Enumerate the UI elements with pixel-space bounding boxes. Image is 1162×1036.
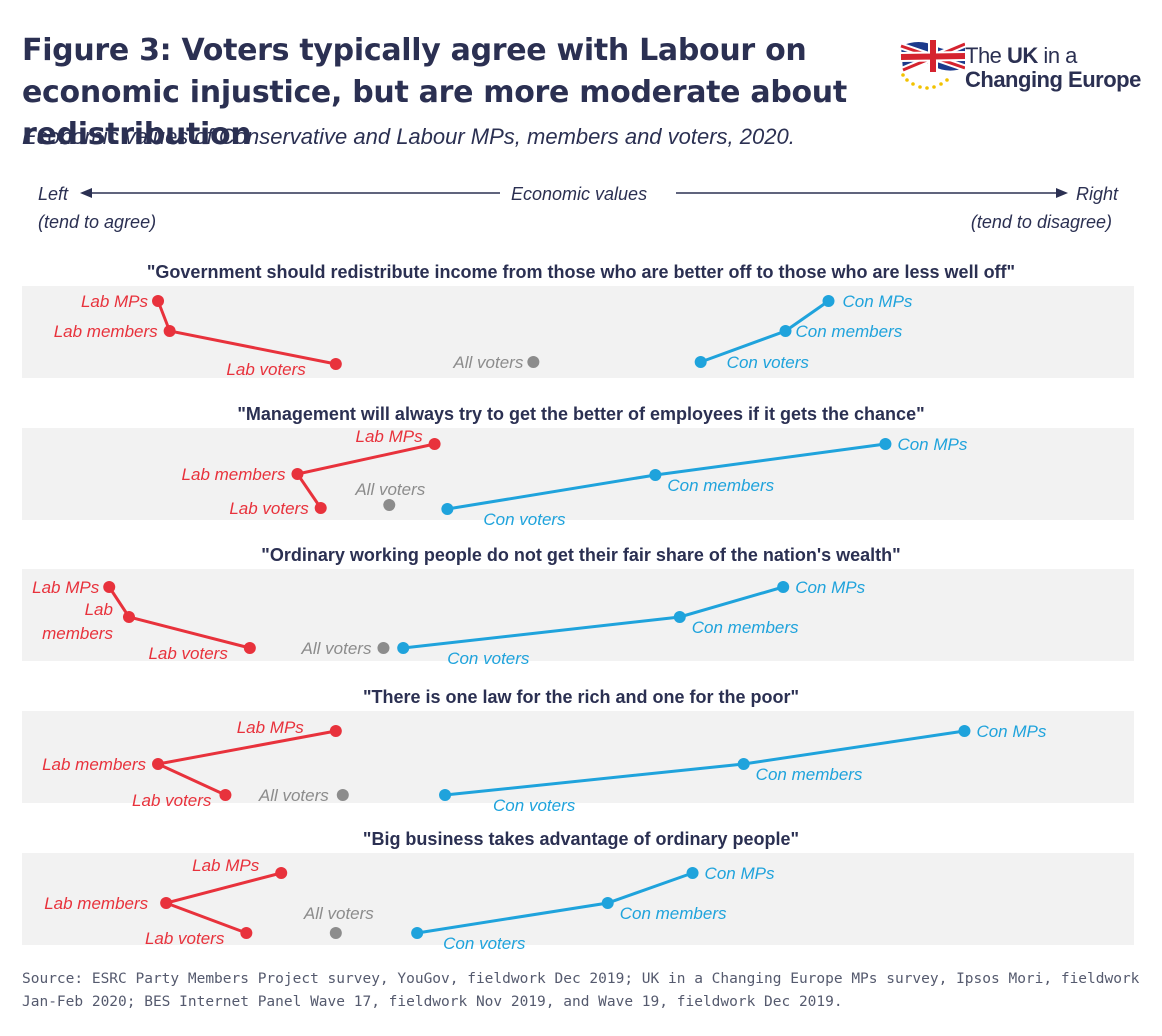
- con-voters-point-4: [439, 789, 452, 801]
- con-voters-point-3: [397, 642, 410, 654]
- con-members-point-3: [673, 611, 686, 623]
- all-voters-label-3: All voters: [301, 639, 372, 658]
- con-mps-point-1: [822, 295, 835, 307]
- lab-mps-point-2: [428, 438, 441, 450]
- lab-voters-label-1: Lab voters: [226, 360, 306, 379]
- logo-wordmark: The UK in a Changing Europe: [965, 43, 1141, 92]
- all-voters-label-4: All voters: [258, 786, 329, 805]
- source-note: Source: ESRC Party Members Project surve…: [22, 971, 1140, 1010]
- lab-mps-point-1: [152, 295, 165, 307]
- con-members-label-5: Con members: [620, 904, 727, 923]
- lab-voters-point-4: [219, 789, 232, 801]
- lab-mps-point-3: [103, 581, 116, 593]
- lab-mps-point-5: [275, 867, 288, 879]
- con-members-point-2: [649, 469, 662, 481]
- con-members-point-5: [601, 897, 614, 909]
- axis-arrow-right: [1056, 188, 1068, 198]
- con-mps-label-1: Con MPs: [843, 292, 913, 311]
- lab-voters-label-5: Lab voters: [145, 929, 225, 948]
- con-voters-label-2: Con voters: [483, 510, 566, 529]
- all-voters-label-2: All voters: [354, 480, 425, 499]
- con-voters-point-2: [441, 503, 454, 515]
- lab-voters-point-1: [329, 358, 342, 370]
- all-voters-point-4: [336, 789, 349, 801]
- lab-members-point-3: [122, 611, 135, 623]
- lab-members-label-3: Lab: [85, 600, 113, 619]
- panel-statement-5: "Big business takes advantage of ordinar…: [363, 829, 799, 849]
- con-members-label-2: Con members: [667, 476, 774, 495]
- lab-mps-label-3: Lab MPs: [32, 578, 100, 597]
- axis-right-sublabel: (tend to disagree): [970, 212, 1112, 232]
- con-mps-label-4: Con MPs: [976, 722, 1046, 741]
- con-members-label-4: Con members: [756, 765, 863, 784]
- lab-mps-label-1: Lab MPs: [81, 292, 149, 311]
- con-voters-label-5: Con voters: [443, 934, 526, 953]
- lab-mps-point-4: [329, 725, 342, 737]
- all-voters-label-5: All voters: [303, 904, 374, 923]
- con-mps-point-4: [958, 725, 971, 737]
- lab-members-point-4: [152, 758, 165, 770]
- all-voters-point-5: [329, 927, 342, 939]
- lab-voters-point-3: [243, 642, 256, 654]
- panel-statement-3: "Ordinary working people do not get thei…: [261, 545, 900, 565]
- con-mps-label-5: Con MPs: [705, 864, 775, 883]
- page-title: Figure 3: Voters typically agree with La…: [22, 33, 847, 152]
- all-voters-label-1: All voters: [452, 353, 523, 372]
- axis-header: Left (tend to agree) Economic values Rig…: [0, 176, 1162, 236]
- lab-members-label-line2-3: members: [42, 624, 113, 643]
- union-flag-icon: [899, 40, 965, 90]
- panel-statement-1: "Government should redistribute income f…: [147, 262, 1015, 282]
- lab-mps-label-4: Lab MPs: [237, 718, 305, 737]
- lab-voters-label-2: Lab voters: [229, 499, 309, 518]
- lab-mps-label-2: Lab MPs: [355, 427, 423, 446]
- lab-members-label-2: Lab members: [182, 465, 286, 484]
- axis-center-label: Economic values: [511, 184, 648, 204]
- axis-arrow-left: [80, 188, 92, 198]
- con-mps-label-2: Con MPs: [897, 435, 967, 454]
- all-voters-point-2: [383, 499, 396, 511]
- con-members-label-3: Con members: [692, 618, 799, 637]
- lab-members-label-1: Lab members: [54, 322, 158, 341]
- con-voters-point-5: [411, 927, 424, 939]
- con-voters-label-1: Con voters: [727, 353, 810, 372]
- panel-band-3: [22, 569, 1134, 661]
- lab-members-point-5: [160, 897, 173, 909]
- con-mps-label-3: Con MPs: [795, 578, 865, 597]
- lab-voters-point-2: [314, 502, 327, 514]
- lab-members-point-1: [163, 325, 176, 337]
- con-voters-point-1: [694, 356, 707, 368]
- chart-subtitle: Economic values of Conservative and Labo…: [22, 124, 795, 149]
- panel-band-2: [22, 428, 1134, 520]
- con-members-point-4: [737, 758, 750, 770]
- lab-members-label-5: Lab members: [44, 894, 148, 913]
- ukice-logo: The UK in a Changing Europe: [895, 32, 1145, 102]
- con-mps-point-2: [879, 438, 892, 450]
- panel-band-5: [22, 853, 1134, 945]
- con-mps-point-3: [777, 581, 790, 593]
- panel-band-1: [22, 286, 1134, 378]
- axis-left-label: Left: [38, 184, 69, 204]
- lab-voters-point-5: [240, 927, 253, 939]
- axis-right-label: Right: [1075, 184, 1118, 204]
- all-voters-point-1: [527, 356, 540, 368]
- axis-left-sublabel: (tend to agree): [38, 212, 157, 232]
- all-voters-point-3: [377, 642, 390, 654]
- panel-statement-4: "There is one law for the rich and one f…: [363, 687, 799, 707]
- con-voters-label-4: Con voters: [493, 796, 576, 815]
- con-voters-label-3: Con voters: [447, 649, 530, 668]
- lab-mps-label-5: Lab MPs: [192, 856, 260, 875]
- con-members-point-1: [779, 325, 792, 337]
- lab-voters-label-4: Lab voters: [132, 791, 212, 810]
- con-members-label-1: Con members: [796, 322, 903, 341]
- panel-statement-2: "Management will always try to get the b…: [237, 404, 924, 424]
- con-mps-point-5: [686, 867, 699, 879]
- lab-voters-label-3: Lab voters: [148, 644, 228, 663]
- lab-members-label-4: Lab members: [42, 755, 146, 774]
- lab-members-point-2: [291, 468, 304, 480]
